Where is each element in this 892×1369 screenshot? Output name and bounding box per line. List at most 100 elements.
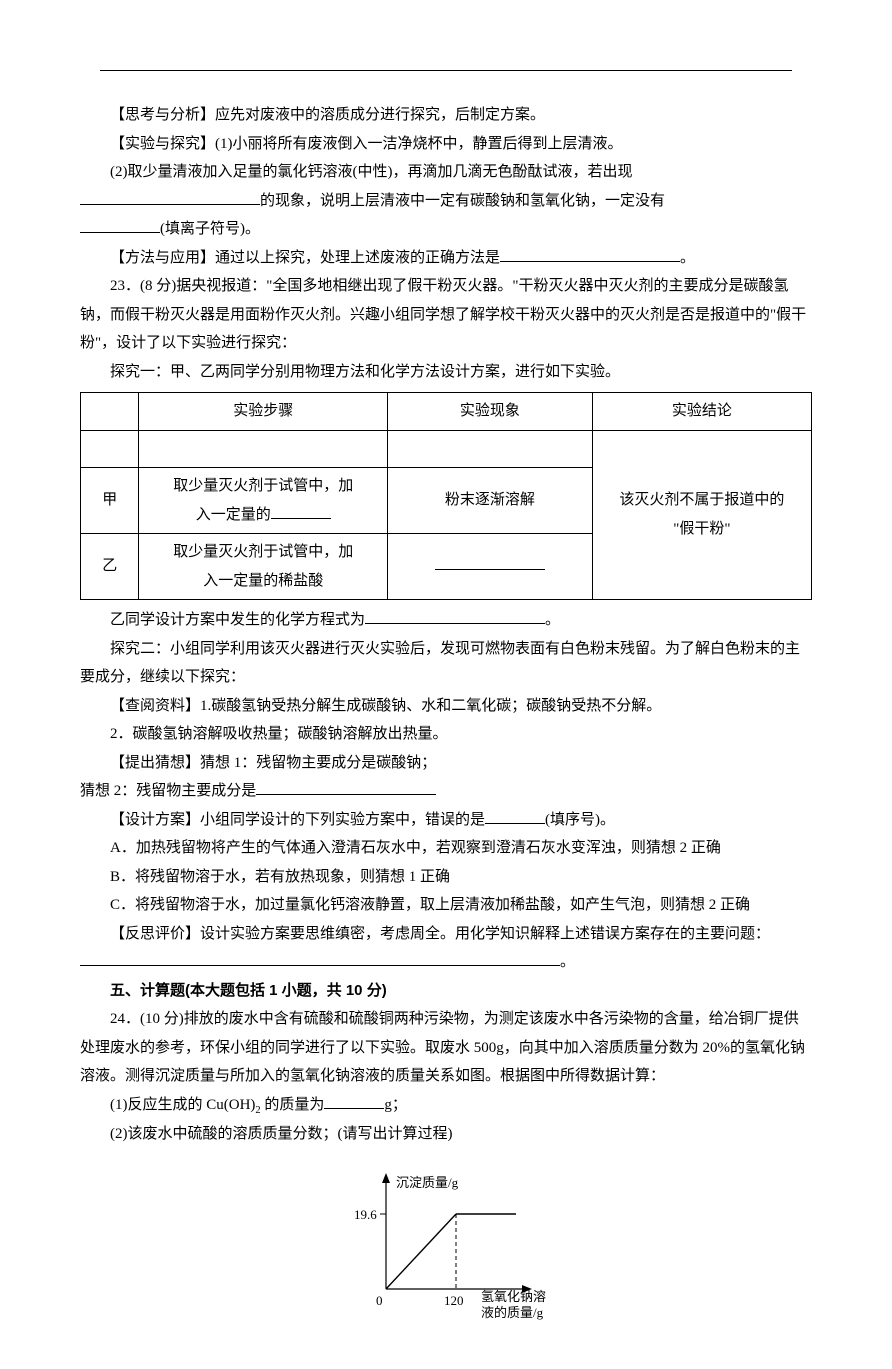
label-reflect: 【反思评价】 — [110, 926, 200, 942]
text: 探究一：甲、乙两同学分别用物理方法和化学方法设计方案，进行如下实验。 — [110, 364, 620, 380]
label-think: 【思考与分析】 — [110, 107, 215, 123]
cell-empty — [81, 430, 139, 468]
paragraph: 【提出猜想】猜想 1：残留物主要成分是碳酸钠； — [80, 749, 812, 778]
paragraph: 【思考与分析】应先对废液中的溶质成分进行探究，后制定方案。 — [80, 101, 812, 130]
x-axis-label-a: 氢氧化钠溶 — [481, 1289, 546, 1304]
cell-label: 甲 — [81, 468, 139, 534]
label-lookup: 【查阅资料】 — [110, 698, 200, 714]
fill-blank[interactable] — [80, 948, 560, 966]
option-b: B．将残留物溶于水，若有放热现象，则猜想 1 正确 — [80, 863, 812, 892]
text: 取少量灭火剂于试管中，加 — [145, 472, 381, 501]
text: 。 — [680, 250, 695, 266]
text: (填序号)。 — [545, 812, 615, 828]
label-exp: 【实验与探究】 — [110, 136, 215, 152]
text: 通过以上探究，处理上述废液的正确方法是 — [215, 250, 500, 266]
paragraph: 【查阅资料】1.碳酸氢钠受热分解生成碳酸钠、水和二氧化碳；碳酸钠受热不分解。 — [80, 692, 812, 721]
paragraph: 。 — [80, 948, 812, 977]
text: "假干粉" — [599, 515, 805, 544]
cell-empty — [388, 430, 593, 468]
paragraph: 【设计方案】小组同学设计的下列实验方案中，错误的是 (填序号)。 — [80, 806, 812, 835]
cell-empty — [139, 430, 388, 468]
paragraph: 【实验与探究】(1)小丽将所有废液倒入一洁净烧杯中，静置后得到上层清液。 — [80, 130, 812, 159]
text: 该灭火剂不属于报道中的 — [599, 486, 805, 515]
text: 入一定量的 — [196, 507, 271, 523]
q24-2: (2)该废水中硫酸的溶质质量分数；(请写出计算过程) — [80, 1120, 812, 1149]
paragraph: (2)取少量清液加入足量的氯化钙溶液(中性)，再滴加几滴无色酚酞试液，若出现 — [80, 158, 812, 187]
x-value-label: 120 — [444, 1293, 464, 1308]
q24-intro: 24．(10 分)排放的废水中含有硫酸和硫酸铜两种污染物，为测定该废水中各污染物… — [80, 1005, 812, 1091]
paragraph: (填离子符号)。 — [80, 215, 812, 244]
text: 23．(8 分)据央视报道："全国多地相继出现了假干粉灭火器。"干粉灭火器中灭火… — [80, 278, 806, 351]
paragraph: 【方法与应用】通过以上探究，处理上述废液的正确方法是 。 — [80, 244, 812, 273]
text: C．将残留物溶于水，加过量氯化钙溶液静置，取上层清液加稀盐酸，如产生气泡，则猜想… — [110, 897, 750, 913]
th-step: 实验步骤 — [139, 393, 388, 431]
precipitate-chart: 沉淀质量/g 19.6 0 120 氢氧化钠溶 液的质量/g — [316, 1159, 576, 1329]
text: 五、计算题(本大题包括 1 小题，共 10 分) — [110, 982, 387, 999]
fill-blank[interactable] — [485, 806, 545, 824]
paragraph: 【反思评价】设计实验方案要思维缜密，考虑周全。用化学知识解释上述错误方案存在的主… — [80, 920, 812, 949]
y-arrowhead-icon — [382, 1173, 390, 1183]
fill-blank[interactable] — [271, 501, 331, 519]
cell-phenom: 粉末逐渐溶解 — [388, 468, 593, 534]
text: (1)反应生成的 Cu(OH) — [110, 1097, 255, 1113]
table-gap-row: 该灭火剂不属于报道中的 "假干粉" — [81, 430, 812, 468]
fill-blank[interactable] — [324, 1091, 384, 1109]
text: B．将残留物溶于水，若有放热现象，则猜想 1 正确 — [110, 869, 450, 885]
text: g； — [384, 1097, 407, 1113]
section-heading: 五、计算题(本大题包括 1 小题，共 10 分) — [80, 977, 812, 1006]
text: 2．碳酸氢钠溶解吸收热量；碳酸钠溶解放出热量。 — [110, 726, 448, 742]
cell-conclusion: 该灭火剂不属于报道中的 "假干粉" — [592, 430, 811, 600]
text: 乙同学设计方案中发生的化学方程式为 — [110, 612, 365, 628]
text: 猜想 1：残留物主要成分是碳酸钠； — [200, 755, 436, 771]
text: 。 — [545, 612, 560, 628]
chart-group: 沉淀质量/g 19.6 0 120 氢氧化钠溶 液的质量/g — [354, 1173, 546, 1320]
fill-blank[interactable] — [80, 215, 160, 233]
text: (填离子符号)。 — [160, 221, 260, 237]
x-origin-label: 0 — [376, 1293, 383, 1308]
text: 设计实验方案要思维缜密，考虑周全。用化学知识解释上述错误方案存在的主要问题： — [200, 926, 770, 942]
text: (2)该废水中硫酸的溶质质量分数；(请写出计算过程) — [110, 1126, 452, 1142]
label-design: 【设计方案】 — [110, 812, 200, 828]
text: 小组同学设计的下列实验方案中，错误的是 — [200, 812, 485, 828]
experiment-table: 实验步骤 实验现象 实验结论 该灭火剂不属于报道中的 "假干粉" 甲 取少量灭火… — [80, 392, 812, 600]
th-blank — [81, 393, 139, 431]
text: 应先对废液中的溶质成分进行探究，后制定方案。 — [215, 107, 545, 123]
fill-blank[interactable] — [365, 606, 545, 624]
text: 24．(10 分)排放的废水中含有硫酸和硫酸铜两种污染物，为测定该废水中各污染物… — [80, 1011, 805, 1084]
cell-step: 取少量灭火剂于试管中，加 入一定量的 — [139, 468, 388, 534]
horizontal-rule — [100, 70, 792, 71]
y-value-label: 19.6 — [354, 1207, 377, 1222]
label-method: 【方法与应用】 — [110, 250, 215, 266]
paragraph: 乙同学设计方案中发生的化学方程式为 。 — [80, 606, 812, 635]
text: 。 — [560, 954, 575, 970]
text-with-blank: 入一定量的 — [145, 501, 381, 530]
text: 1.碳酸氢钠受热分解生成碳酸钠、水和二氧化碳；碳酸钠受热不分解。 — [200, 698, 661, 714]
cell-step: 取少量灭火剂于试管中，加 入一定量的稀盐酸 — [139, 534, 388, 600]
text: (1)小丽将所有废液倒入一洁净烧杯中，静置后得到上层清液。 — [215, 136, 623, 152]
t1-title: 探究一：甲、乙两同学分别用物理方法和化学方法设计方案，进行如下实验。 — [80, 358, 812, 387]
paragraph: 2．碳酸氢钠溶解吸收热量；碳酸钠溶解放出热量。 — [80, 720, 812, 749]
fill-blank[interactable] — [256, 777, 436, 795]
cell-label: 乙 — [81, 534, 139, 600]
table-header-row: 实验步骤 实验现象 实验结论 — [81, 393, 812, 431]
text: (2)取少量清液加入足量的氯化钙溶液(中性)，再滴加几滴无色酚酞试液，若出现 — [110, 164, 632, 180]
option-a: A．加热残留物将产生的气体通入澄清石灰水中，若观察到澄清石灰水变浑浊，则猜想 2… — [80, 834, 812, 863]
paragraph: 猜想 2：残留物主要成分是 — [80, 777, 812, 806]
fill-blank[interactable] — [435, 552, 545, 570]
text: A．加热残留物将产生的气体通入澄清石灰水中，若观察到澄清石灰水变浑浊，则猜想 2… — [110, 840, 721, 856]
fill-blank[interactable] — [80, 187, 260, 205]
paragraph: 的现象，说明上层清液中一定有碳酸钠和氢氧化钠，一定没有 — [80, 187, 812, 216]
paragraph: 探究二：小组同学利用该灭火器进行灭火实验后，发现可燃物表面有白色粉末残留。为了解… — [80, 635, 812, 692]
cell-phenom-blank — [388, 534, 593, 600]
q23-intro: 23．(8 分)据央视报道："全国多地相继出现了假干粉灭火器。"干粉灭火器中灭火… — [80, 272, 812, 358]
y-axis-label: 沉淀质量/g — [396, 1175, 459, 1190]
x-axis-label-b: 液的质量/g — [481, 1305, 544, 1320]
data-line-rise — [386, 1214, 456, 1289]
label-guess: 【提出猜想】 — [110, 755, 200, 771]
fill-blank[interactable] — [500, 244, 680, 262]
text: 入一定量的稀盐酸 — [145, 567, 381, 596]
th-phenom: 实验现象 — [388, 393, 593, 431]
th-conclusion: 实验结论 — [592, 393, 811, 431]
q24-1: (1)反应生成的 Cu(OH)2 的质量为g； — [80, 1091, 812, 1121]
option-c: C．将残留物溶于水，加过量氯化钙溶液静置，取上层清液加稀盐酸，如产生气泡，则猜想… — [80, 891, 812, 920]
